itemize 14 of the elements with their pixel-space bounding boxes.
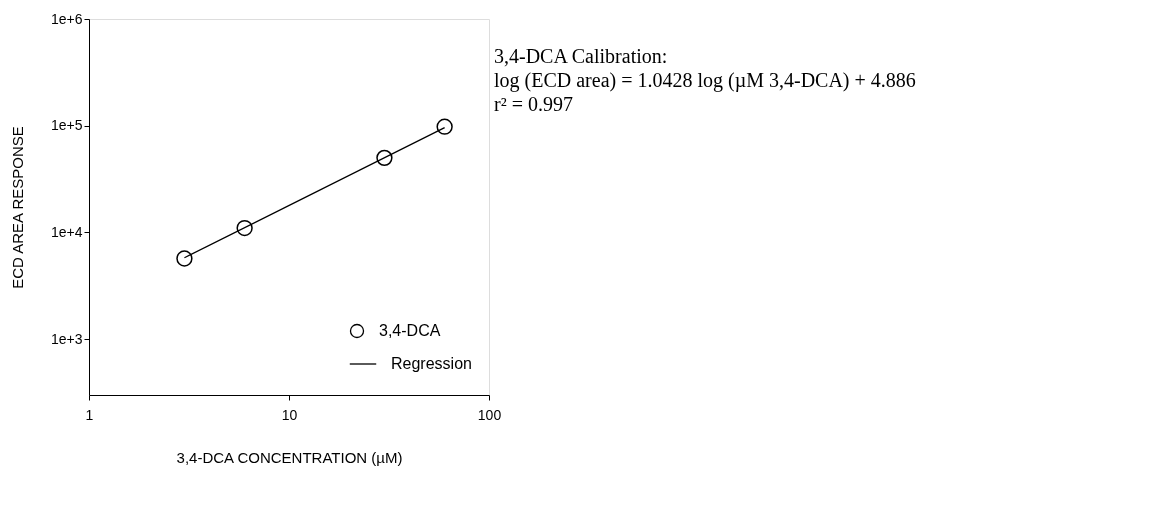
x-axis-title: 3,4-DCA CONCENTRATION (µM): [176, 448, 403, 466]
text: log (ECD area) = 1.0428 log (µM 3,4-DCA) + 4.886: [494, 69, 916, 92]
y-tick-label: 1e+3: [50, 330, 83, 347]
y-tick-label: 1e+6: [50, 10, 83, 27]
x-tick-label: 1: [85, 406, 94, 423]
x-tick-label: 10: [281, 406, 298, 423]
text: 3,4-DCA Calibration:: [494, 45, 668, 67]
text: r² = 0.997: [494, 93, 573, 115]
y-tick-label: 1e+4: [50, 223, 83, 240]
y-tick-label: 1e+5: [50, 117, 83, 134]
legend-label: 3,4-DCA: [379, 322, 441, 339]
y-axis-title: ECD AREA RESPONSE: [8, 126, 26, 289]
x-tick-label: 100: [477, 406, 502, 423]
legend-label: Regression: [391, 355, 472, 372]
